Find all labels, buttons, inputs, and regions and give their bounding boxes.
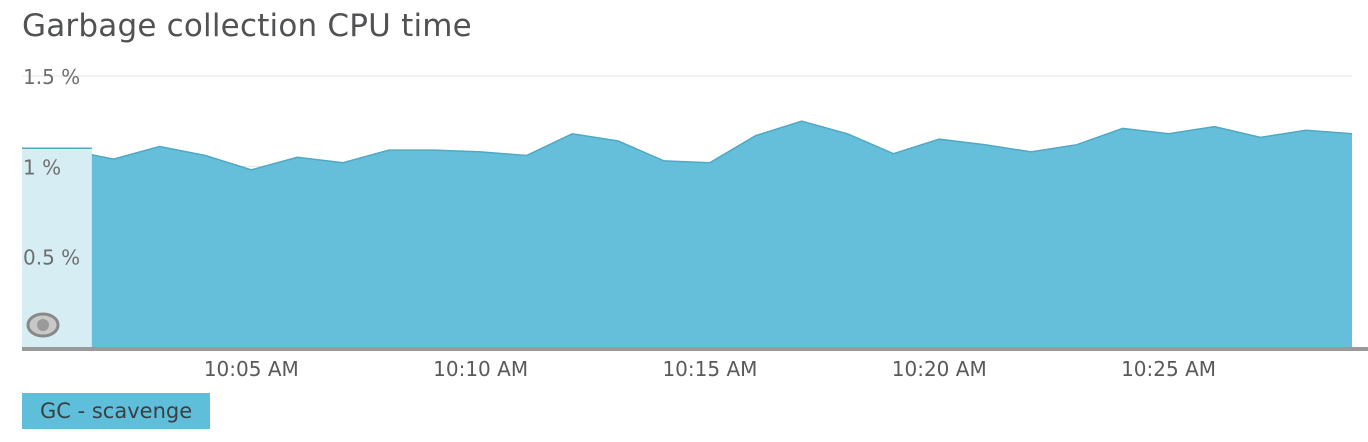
series-line-gc-scavenge bbox=[21, 120, 1353, 171]
y-tick-labels: 0.5 % 1 % 1.5 % bbox=[23, 65, 80, 270]
selection-overlay[interactable] bbox=[22, 148, 92, 347]
x-tick-labels: 10:05 AM 10:10 AM 10:15 AM 10:20 AM 10:25 AM bbox=[204, 357, 1216, 381]
y-tick-label-0: 0.5 % bbox=[23, 246, 80, 270]
x-tick-label-2: 10:15 AM bbox=[662, 357, 757, 381]
x-tick-label-4: 10:25 AM bbox=[1121, 357, 1216, 381]
selection-range[interactable] bbox=[22, 147, 92, 347]
x-tick-label-0: 10:05 AM bbox=[204, 357, 299, 381]
x-tick-label-1: 10:10 AM bbox=[433, 357, 528, 381]
legend-item-gc-scavenge[interactable]: GC - scavenge bbox=[22, 393, 211, 429]
y-tick-label-2: 1.5 % bbox=[23, 65, 80, 89]
eye-handle-pupil bbox=[37, 319, 49, 331]
series-area-gc-scavenge bbox=[22, 121, 1352, 347]
chart-title: Garbage collection CPU time bbox=[22, 8, 472, 44]
eye-handle-icon[interactable] bbox=[26, 312, 60, 338]
y-tick-label-1: 1 % bbox=[23, 155, 61, 179]
series-area bbox=[21, 120, 1353, 347]
x-tick-label-3: 10:20 AM bbox=[892, 357, 987, 381]
x-axis-line bbox=[22, 347, 1368, 351]
